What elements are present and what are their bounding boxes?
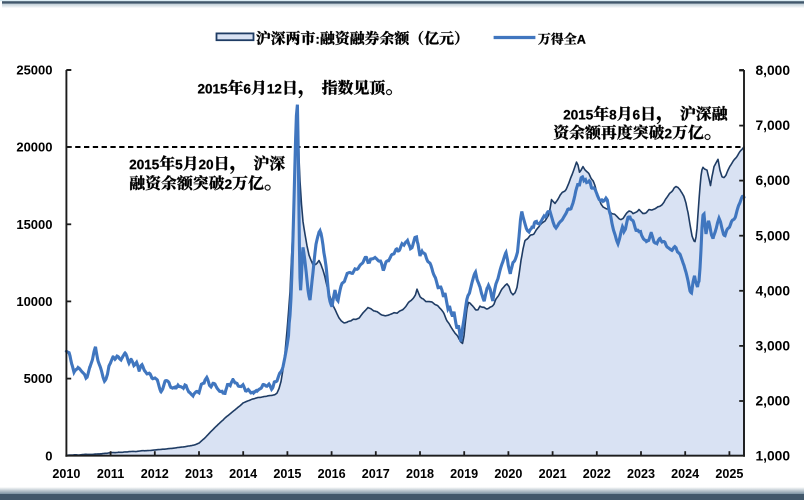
svg-text:2019: 2019 xyxy=(450,467,478,481)
svg-text:8,000: 8,000 xyxy=(756,63,791,78)
svg-text:1,000: 1,000 xyxy=(756,449,791,464)
svg-text:5,000: 5,000 xyxy=(756,228,791,243)
svg-text:2023: 2023 xyxy=(627,467,655,481)
svg-text:25000: 25000 xyxy=(16,63,52,78)
svg-text:2024: 2024 xyxy=(671,467,699,481)
svg-text:2017: 2017 xyxy=(362,467,390,481)
svg-text:2025: 2025 xyxy=(715,467,743,481)
svg-text:4,000: 4,000 xyxy=(756,283,791,298)
svg-text:2,000: 2,000 xyxy=(756,394,791,409)
svg-text:2010: 2010 xyxy=(52,467,80,481)
svg-text:7,000: 7,000 xyxy=(756,118,791,133)
svg-text:0: 0 xyxy=(45,448,52,463)
svg-text:2020: 2020 xyxy=(494,467,522,481)
svg-text:2015: 2015 xyxy=(273,467,301,481)
svg-text:3,000: 3,000 xyxy=(756,339,791,354)
svg-text:2011: 2011 xyxy=(97,467,124,481)
svg-text:2021: 2021 xyxy=(539,467,567,481)
svg-text:5000: 5000 xyxy=(24,371,53,386)
svg-text:10000: 10000 xyxy=(16,294,52,309)
svg-text:2013: 2013 xyxy=(185,467,213,481)
svg-text:2012: 2012 xyxy=(141,467,169,481)
svg-text:2022: 2022 xyxy=(583,467,611,481)
svg-text:2018: 2018 xyxy=(406,467,434,481)
svg-text:6,000: 6,000 xyxy=(756,173,791,188)
svg-text:15000: 15000 xyxy=(16,217,52,232)
svg-text:2014: 2014 xyxy=(229,467,257,481)
svg-text:2016: 2016 xyxy=(318,467,346,481)
svg-text:20000: 20000 xyxy=(16,140,52,155)
